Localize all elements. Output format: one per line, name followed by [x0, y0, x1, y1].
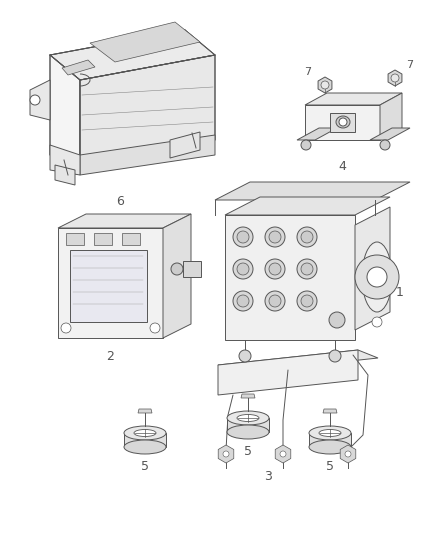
Polygon shape [305, 105, 380, 140]
Polygon shape [305, 93, 402, 105]
Polygon shape [215, 182, 410, 200]
Polygon shape [355, 207, 390, 330]
Polygon shape [297, 128, 337, 140]
Circle shape [301, 140, 311, 150]
Polygon shape [330, 113, 355, 132]
Polygon shape [90, 22, 200, 62]
Polygon shape [309, 433, 351, 447]
Circle shape [297, 259, 317, 279]
Polygon shape [323, 409, 337, 413]
Ellipse shape [227, 411, 269, 425]
Text: 4: 4 [338, 160, 346, 173]
Circle shape [301, 295, 313, 307]
Circle shape [380, 140, 390, 150]
Polygon shape [227, 418, 269, 432]
Circle shape [223, 451, 229, 457]
Circle shape [345, 451, 351, 457]
Circle shape [237, 295, 249, 307]
Ellipse shape [124, 426, 166, 440]
Circle shape [265, 291, 285, 311]
Text: 7: 7 [406, 60, 413, 70]
Bar [66, 233, 84, 245]
Circle shape [372, 317, 382, 327]
Circle shape [269, 231, 281, 243]
Polygon shape [58, 214, 191, 228]
Polygon shape [80, 135, 215, 175]
Circle shape [301, 231, 313, 243]
Circle shape [237, 263, 249, 275]
Circle shape [329, 350, 341, 362]
Circle shape [150, 323, 160, 333]
Polygon shape [275, 445, 291, 463]
Ellipse shape [336, 116, 350, 128]
Circle shape [301, 263, 313, 275]
Circle shape [269, 295, 281, 307]
Circle shape [280, 451, 286, 457]
Circle shape [355, 255, 399, 299]
Bar [70, 250, 147, 322]
Ellipse shape [362, 242, 392, 312]
Text: 5: 5 [141, 460, 149, 473]
Circle shape [233, 259, 253, 279]
Circle shape [61, 323, 71, 333]
Polygon shape [225, 215, 355, 340]
Circle shape [321, 81, 329, 89]
Polygon shape [318, 77, 332, 93]
Bar [94, 233, 112, 245]
Bar [183, 261, 201, 277]
Bar [122, 233, 140, 245]
Polygon shape [55, 165, 75, 185]
Circle shape [329, 312, 345, 328]
Text: 5: 5 [244, 445, 252, 458]
Circle shape [339, 118, 347, 126]
Polygon shape [138, 409, 152, 413]
Ellipse shape [134, 430, 156, 437]
Polygon shape [225, 197, 390, 215]
Text: 3: 3 [264, 470, 272, 483]
Circle shape [367, 267, 387, 287]
Polygon shape [62, 60, 95, 75]
Polygon shape [124, 433, 166, 447]
Ellipse shape [124, 440, 166, 454]
Ellipse shape [227, 425, 269, 439]
Circle shape [233, 291, 253, 311]
Polygon shape [50, 30, 215, 80]
Polygon shape [218, 445, 234, 463]
Polygon shape [388, 70, 402, 86]
Circle shape [171, 263, 183, 275]
Circle shape [233, 227, 253, 247]
Polygon shape [50, 55, 80, 160]
Polygon shape [370, 128, 410, 140]
Polygon shape [380, 93, 402, 140]
Polygon shape [58, 228, 163, 338]
Text: 7: 7 [304, 67, 311, 77]
Polygon shape [50, 145, 80, 175]
Ellipse shape [309, 440, 351, 454]
Text: 5: 5 [326, 460, 334, 473]
Circle shape [239, 350, 251, 362]
Polygon shape [241, 394, 255, 398]
Circle shape [297, 227, 317, 247]
Polygon shape [170, 132, 200, 158]
Polygon shape [30, 80, 50, 120]
Circle shape [297, 291, 317, 311]
Text: 2: 2 [106, 350, 114, 363]
Circle shape [391, 74, 399, 82]
Ellipse shape [309, 426, 351, 440]
Polygon shape [305, 128, 402, 140]
Text: 1: 1 [396, 286, 404, 298]
Polygon shape [163, 214, 191, 338]
Circle shape [30, 95, 40, 105]
Polygon shape [80, 55, 215, 160]
Circle shape [265, 259, 285, 279]
Ellipse shape [319, 430, 341, 437]
Circle shape [237, 231, 249, 243]
Circle shape [265, 227, 285, 247]
Text: 6: 6 [116, 195, 124, 208]
Polygon shape [340, 445, 356, 463]
Ellipse shape [237, 415, 259, 422]
Circle shape [269, 263, 281, 275]
Polygon shape [218, 350, 358, 395]
Polygon shape [218, 350, 378, 373]
